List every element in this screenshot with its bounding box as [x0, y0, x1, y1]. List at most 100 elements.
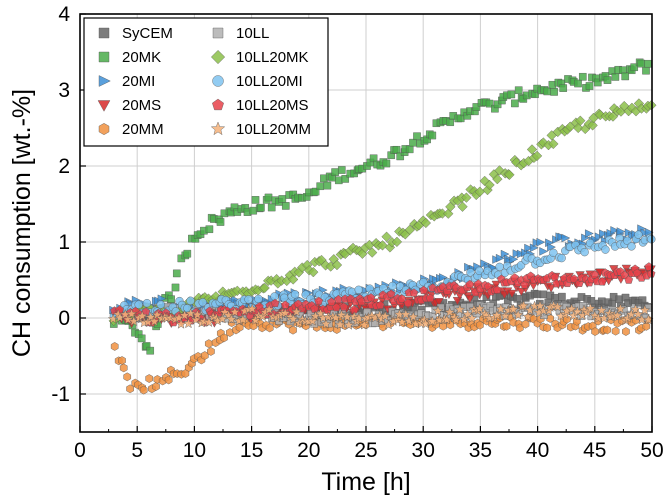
axis-ticks: 0 5 10 15 20 25 30 35 40 45 50 -1 0 1 2 3 4 — [51, 3, 663, 462]
data-point — [610, 226, 620, 235]
data-point — [400, 308, 412, 320]
data-point — [404, 224, 415, 235]
data-point — [339, 302, 349, 311]
data-point — [425, 293, 435, 302]
data-point — [526, 144, 538, 155]
data-point — [632, 308, 644, 319]
data-point — [432, 305, 444, 316]
data-point — [388, 281, 397, 291]
data-point — [439, 273, 448, 282]
legend-label: 20MI — [122, 73, 155, 90]
data-point — [409, 138, 417, 147]
data-point — [164, 375, 173, 385]
data-point — [290, 290, 300, 299]
data-point — [539, 247, 549, 256]
data-point — [377, 240, 388, 251]
data-point — [590, 270, 600, 279]
data-point — [539, 290, 548, 299]
data-point — [627, 242, 636, 251]
data-point — [291, 306, 302, 317]
legend-item: 10LL — [212, 25, 269, 42]
data-point — [314, 296, 324, 305]
data-point — [265, 323, 274, 333]
data-point — [466, 268, 475, 277]
data-point — [259, 282, 270, 294]
data-point — [484, 179, 495, 191]
data-point — [595, 109, 606, 121]
data-point — [152, 382, 160, 391]
data-point — [331, 259, 343, 271]
data-point — [254, 294, 263, 304]
legend-marker — [98, 27, 110, 39]
data-point — [646, 269, 656, 278]
data-point — [353, 312, 365, 323]
data-point — [504, 169, 515, 180]
data-point — [494, 165, 505, 176]
data-point — [282, 202, 290, 210]
data-point — [450, 314, 462, 325]
legend-label: 10LL20MS — [236, 97, 309, 114]
data-point — [637, 59, 645, 68]
data-point — [146, 346, 154, 355]
data-point — [466, 312, 478, 323]
data-point — [348, 311, 360, 322]
data-point — [495, 303, 507, 314]
data-point — [543, 87, 551, 96]
data-point — [354, 285, 363, 294]
data-point — [263, 304, 275, 315]
data-point — [173, 269, 181, 278]
data-point — [559, 84, 567, 92]
y-tick-label: 2 — [58, 155, 70, 178]
data-point — [343, 319, 355, 330]
data-point — [444, 306, 456, 317]
data-point — [491, 280, 501, 290]
data-point — [119, 363, 128, 373]
data-point — [561, 233, 571, 243]
data-point — [521, 319, 530, 329]
data-point — [511, 99, 519, 108]
data-point — [183, 318, 194, 329]
data-point — [185, 308, 196, 319]
legend-label: SyCEM — [122, 25, 173, 42]
x-tick-label: 10 — [183, 439, 206, 462]
legend-label: 10LL20MK — [236, 49, 309, 66]
legend-label: 10LL — [236, 25, 269, 42]
data-point — [552, 301, 563, 312]
x-tick-label: 30 — [412, 439, 435, 462]
x-tick-label: 35 — [469, 439, 492, 462]
series-20MK — [110, 58, 652, 355]
data-point — [644, 60, 652, 68]
x-tick-label: 15 — [240, 439, 263, 462]
data-point — [611, 326, 620, 336]
x-tick-label: 20 — [297, 439, 320, 462]
data-point — [123, 372, 131, 382]
data-point — [603, 76, 612, 84]
data-point — [183, 249, 192, 258]
data-point — [622, 327, 630, 336]
data-point — [601, 245, 610, 254]
data-point — [587, 297, 596, 305]
data-point — [336, 309, 347, 320]
data-point — [413, 132, 421, 140]
legend-item: 10LL20MK — [211, 49, 309, 66]
y-axis-title: CH consumption [wt.-%] — [8, 89, 36, 357]
data-point — [508, 303, 519, 314]
data-point — [557, 253, 566, 263]
data-point — [616, 227, 626, 236]
data-point — [585, 229, 594, 238]
data-point — [492, 174, 503, 185]
data-point — [474, 303, 486, 314]
legend-item: 20MM — [98, 121, 164, 138]
data-point — [267, 203, 276, 212]
data-point — [566, 303, 577, 314]
data-point — [548, 138, 559, 150]
data-point — [587, 120, 598, 131]
data-point — [492, 285, 502, 294]
data-point — [642, 66, 650, 75]
data-point — [573, 122, 584, 134]
data-point — [249, 206, 257, 215]
data-point — [257, 203, 265, 212]
data-point — [307, 315, 318, 326]
data-point — [507, 289, 517, 299]
data-point — [379, 310, 391, 321]
